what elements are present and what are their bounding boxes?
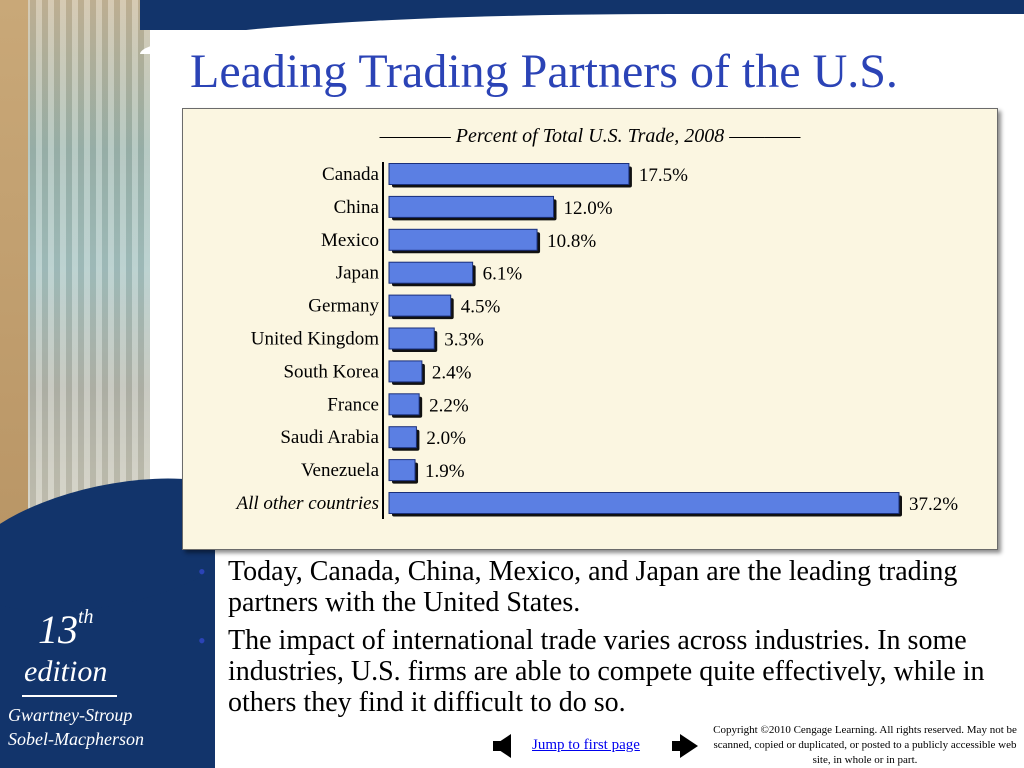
value-label: 2.4% xyxy=(432,362,472,383)
bullet-marker: • xyxy=(198,559,206,584)
category-label: France xyxy=(327,394,379,415)
previous-arrow-icon[interactable] xyxy=(493,734,511,758)
next-arrow-icon[interactable] xyxy=(672,734,698,758)
bar xyxy=(388,426,417,449)
sidebar-branding: 13th edition Gwartney-Stroup Sobel-Macph… xyxy=(0,0,215,768)
bar xyxy=(388,393,420,416)
bar xyxy=(388,327,435,350)
bullet-marker: • xyxy=(198,628,206,653)
value-label: 10.8% xyxy=(547,231,596,252)
value-label: 4.5% xyxy=(461,297,501,318)
value-label: 2.0% xyxy=(426,428,466,449)
value-label: 12.0% xyxy=(564,198,613,219)
bar-chart: ———— Percent of Total U.S. Trade, 2008 —… xyxy=(235,125,958,519)
category-label: Mexico xyxy=(321,230,379,251)
authors-line-2: Sobel-Macpherson xyxy=(8,729,144,749)
bar xyxy=(388,492,900,514)
category-label: Venezuela xyxy=(301,460,380,481)
category-label: Japan xyxy=(336,263,380,284)
value-label: 6.1% xyxy=(483,264,523,285)
value-label: 2.2% xyxy=(429,395,469,416)
header-swoosh xyxy=(140,0,1024,54)
bar xyxy=(388,459,416,482)
category-label: Saudi Arabia xyxy=(280,427,379,448)
value-label: 17.5% xyxy=(639,165,688,186)
category-label: Canada xyxy=(322,164,380,185)
bullet-item: • The impact of international trade varie… xyxy=(190,625,1000,718)
authors-line-1: Gwartney-Stroup xyxy=(8,705,133,725)
edition-band xyxy=(0,545,215,768)
value-label: 3.3% xyxy=(444,330,484,351)
value-label: 37.2% xyxy=(909,494,958,515)
chart-title: ———— Percent of Total U.S. Trade, 2008 —… xyxy=(379,125,801,147)
category-label: South Korea xyxy=(283,361,379,382)
category-label: All other countries xyxy=(235,493,379,514)
slide-title: Leading Trading Partners of the U.S. xyxy=(190,45,898,98)
category-label: Germany xyxy=(308,296,379,317)
edition-number-value: 13 xyxy=(38,607,78,652)
chart-panel: ———— Percent of Total U.S. Trade, 2008 —… xyxy=(182,108,998,550)
bar xyxy=(388,294,452,317)
bullet-text: The impact of international trade varies… xyxy=(228,625,985,718)
value-label: 1.9% xyxy=(425,461,465,482)
bar xyxy=(388,163,630,185)
edition-suffix: th xyxy=(78,606,94,628)
bar xyxy=(388,360,423,383)
edition-divider xyxy=(22,695,117,697)
category-label: United Kingdom xyxy=(251,329,379,350)
bullet-item: • Today, Canada, China, Mexico, and Japan… xyxy=(190,556,1000,618)
bar xyxy=(388,261,474,284)
bar xyxy=(388,195,555,218)
copyright-notice: Copyright ©2010 Cengage Learning. All ri… xyxy=(713,724,1017,766)
jump-to-first-page-link[interactable]: Jump to first page xyxy=(532,737,640,753)
category-label: China xyxy=(334,197,380,218)
bullet-list: • Today, Canada, China, Mexico, and Japan… xyxy=(190,556,1000,725)
bar xyxy=(388,228,538,251)
authors: Gwartney-Stroup Sobel-Macpherson xyxy=(8,703,144,751)
edition-number: 13th xyxy=(38,606,94,653)
edition-label: edition xyxy=(24,655,108,688)
bullet-text: Today, Canada, China, Mexico, and Japan … xyxy=(228,556,958,618)
